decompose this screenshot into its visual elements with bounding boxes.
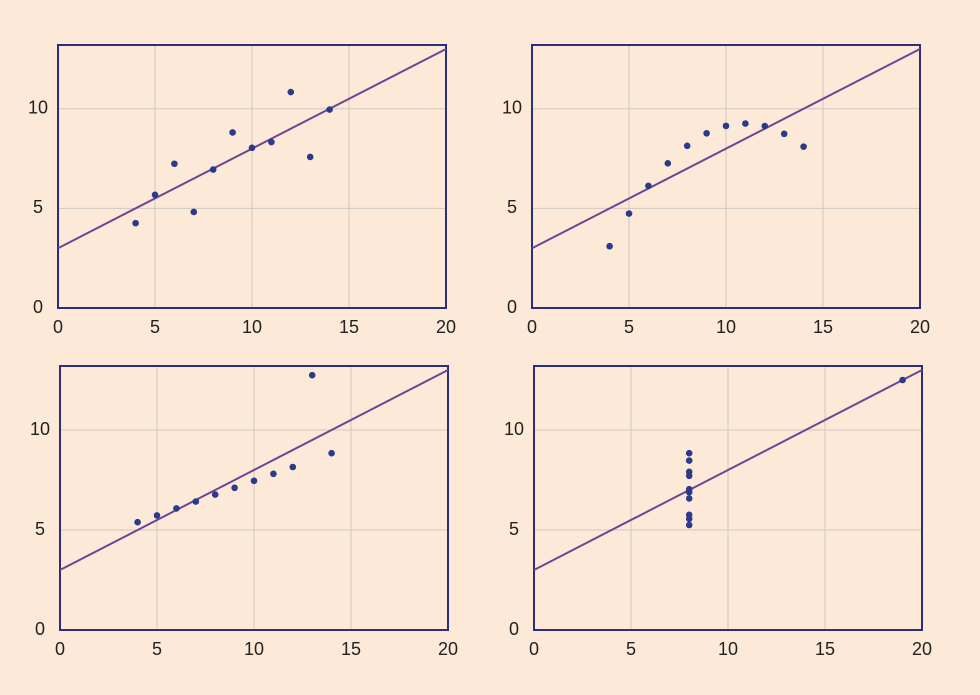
data-point: [250, 477, 258, 485]
data-point: [209, 166, 217, 173]
data-point: [211, 491, 219, 498]
plot-frame: [531, 44, 921, 309]
data-point: [685, 515, 693, 523]
plot-frame: [57, 44, 447, 309]
x-tick-label: 20: [910, 317, 930, 337]
x-tick-label: 10: [716, 317, 736, 337]
y-tick-label: 10: [502, 98, 522, 118]
data-point: [231, 484, 238, 492]
data-point: [153, 512, 161, 519]
data-point: [132, 219, 139, 227]
scatter-panel: 0 5 10 15 20 0 5 10: [28, 44, 456, 337]
x-tick-label: 0: [529, 639, 539, 659]
data-point: [268, 138, 275, 146]
data-point: [780, 130, 788, 138]
scatter-panel: 0 5 10 15 20 0 5 10: [504, 365, 932, 659]
data-point: [248, 144, 256, 152]
data-point: [685, 495, 693, 502]
x-tick-label: 15: [339, 317, 359, 337]
plot-frame: [59, 365, 449, 631]
data-point: [685, 449, 693, 457]
data-point: [722, 122, 730, 130]
data-point: [703, 129, 710, 137]
data-point: [190, 208, 198, 216]
fit-line: [59, 369, 449, 571]
x-tick-label: 0: [53, 317, 63, 337]
data-point: [800, 143, 807, 150]
plot-frame: [533, 365, 923, 631]
fit-line: [533, 369, 923, 571]
x-tick-label: 20: [436, 317, 456, 337]
fit-line: [531, 48, 921, 250]
scatter-panel: 0 5 10 15 20 0 5 10: [30, 365, 458, 659]
data-point: [685, 468, 693, 476]
x-tick-label: 15: [813, 317, 833, 337]
data-point: [192, 498, 200, 505]
data-point: [151, 191, 159, 199]
y-tick-label: 0: [507, 297, 517, 317]
x-tick-label: 5: [152, 639, 162, 659]
y-tick-label: 10: [504, 419, 524, 439]
data-point: [645, 182, 652, 190]
data-point: [683, 142, 691, 150]
data-point: [173, 505, 180, 512]
y-tick-label: 10: [28, 98, 48, 118]
data-point: [306, 153, 314, 161]
y-tick-label: 0: [33, 297, 43, 317]
x-tick-label: 5: [150, 317, 160, 337]
data-point: [270, 470, 277, 478]
x-tick-label: 10: [718, 639, 738, 659]
x-tick-label: 5: [626, 639, 636, 659]
y-tick-label: 5: [35, 519, 45, 539]
data-point: [229, 129, 236, 136]
data-point: [742, 120, 749, 127]
y-tick-label: 0: [35, 619, 45, 639]
x-tick-label: 10: [242, 317, 262, 337]
x-tick-label: 20: [438, 639, 458, 659]
data-point: [308, 371, 316, 379]
data-point: [664, 160, 672, 167]
y-tick-label: 5: [509, 519, 519, 539]
x-tick-label: 15: [341, 639, 361, 659]
x-tick-label: 10: [244, 639, 264, 659]
x-tick-label: 0: [527, 317, 537, 337]
x-tick-label: 15: [815, 639, 835, 659]
scatter-panel: 0 5 10 15 20 0 5 10: [502, 44, 930, 337]
data-point: [685, 521, 693, 529]
data-point: [625, 210, 633, 217]
data-point: [685, 457, 693, 464]
data-point: [289, 463, 297, 471]
y-tick-label: 5: [507, 197, 517, 217]
x-tick-label: 0: [55, 639, 65, 659]
data-point: [761, 122, 769, 130]
x-tick-label: 20: [912, 639, 932, 659]
data-point: [287, 88, 295, 96]
data-point: [134, 518, 141, 526]
data-point: [328, 449, 335, 457]
data-point: [899, 376, 906, 384]
y-tick-label: 5: [33, 197, 43, 217]
data-point: [326, 106, 333, 113]
y-tick-label: 0: [509, 619, 519, 639]
data-point: [171, 160, 178, 168]
data-point: [685, 488, 693, 496]
data-point: [606, 242, 613, 250]
x-tick-label: 5: [624, 317, 634, 337]
y-tick-label: 10: [30, 419, 50, 439]
